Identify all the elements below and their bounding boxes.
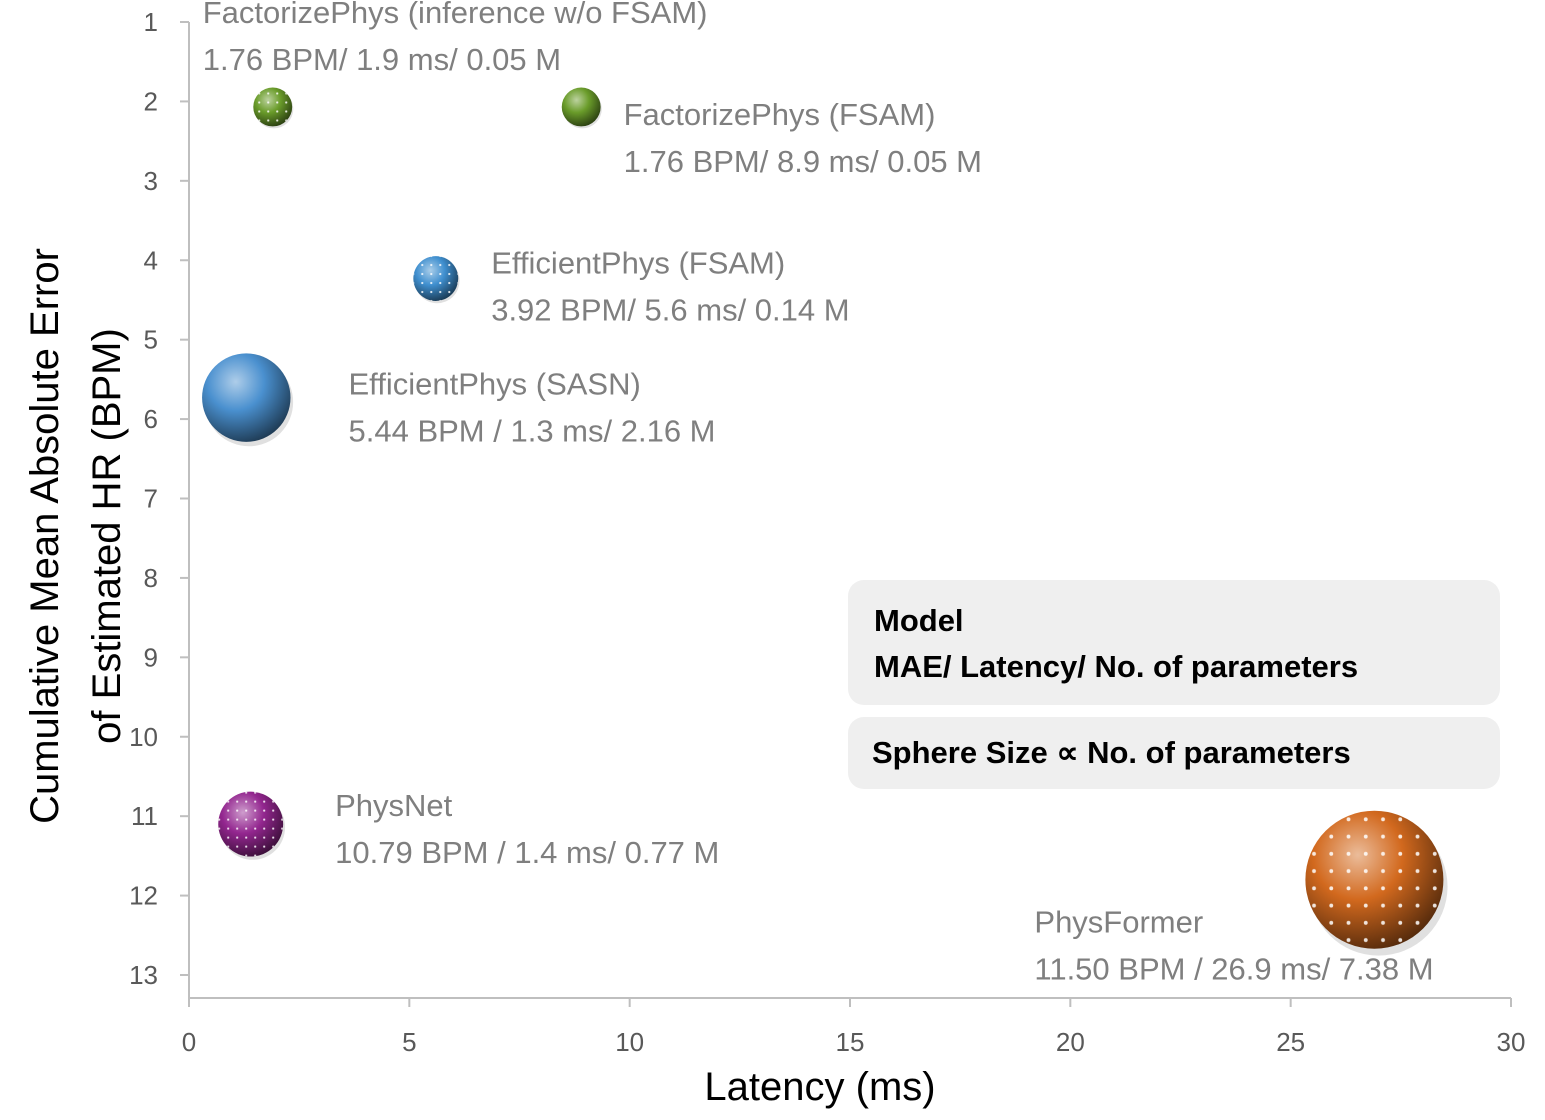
sphere-dots <box>1305 810 1444 949</box>
legend-format-box: Model MAE/ Latency/ No. of parameters <box>848 580 1500 705</box>
point-name-label: EfficientPhys (FSAM) <box>491 246 785 281</box>
point-name-label: EfficientPhys (SASN) <box>349 367 641 402</box>
y-tick-label: 2 <box>144 86 158 116</box>
y-tick-label: 8 <box>144 563 158 593</box>
legend-format-label: MAE/ Latency/ No. of parameters <box>874 649 1359 684</box>
y-tick-label: 13 <box>129 960 158 990</box>
legend-size-box: Sphere Size ∝ No. of parameters <box>848 717 1500 789</box>
point-name-label: PhysNet <box>335 788 453 823</box>
x-axis-title: Latency (ms) <box>704 1065 935 1109</box>
point-stats-label: 10.79 BPM / 1.4 ms/ 0.77 M <box>335 835 719 870</box>
data-point: EfficientPhys (FSAM) 3.92 BPM/ 5.6 ms/ 0.… <box>413 246 850 328</box>
x-tick-label: 0 <box>182 1027 196 1057</box>
y-axis-title-line-2: of Estimated HR (BPM) <box>85 328 129 744</box>
sphere-dots <box>253 87 293 127</box>
x-tick-label: 20 <box>1056 1027 1085 1057</box>
data-point: FactorizePhys (inference w/o FSAM) 1.76 B… <box>203 0 708 129</box>
point-stats-label: 11.50 BPM / 26.9 ms/ 7.38 M <box>1034 952 1433 987</box>
x-tick-label: 5 <box>402 1027 416 1057</box>
x-ticks: 0 5 10 15 20 25 30 <box>182 998 1526 1057</box>
y-axis-title-line-1: Cumulative Mean Absolute Error <box>23 248 67 824</box>
y-tick-label: 6 <box>144 404 158 434</box>
x-tick-label: 15 <box>836 1027 865 1057</box>
x-tick-label: 30 <box>1497 1027 1526 1057</box>
point-stats-label: 3.92 BPM/ 5.6 ms/ 0.14 M <box>491 293 849 328</box>
sphere-dots <box>413 256 459 301</box>
sphere <box>202 353 291 442</box>
y-tick-label: 10 <box>129 722 158 752</box>
point-stats-label: 5.44 BPM / 1.3 ms/ 2.16 M <box>349 414 716 449</box>
y-tick-label: 9 <box>144 642 158 672</box>
y-tick-label: 1 <box>144 7 158 37</box>
data-points: FactorizePhys (inference w/o FSAM) 1.76 B… <box>202 0 1448 987</box>
x-tick-label: 10 <box>615 1027 644 1057</box>
y-tick-label: 12 <box>129 881 158 911</box>
data-point: PhysFormer 11.50 BPM / 26.9 ms/ 7.38 M <box>1034 810 1448 987</box>
data-point: PhysNet 10.79 BPM / 1.4 ms/ 0.77 M <box>218 788 719 870</box>
y-axis-title: Cumulative Mean Absolute Error of Estima… <box>23 248 129 824</box>
x-tick-label: 25 <box>1276 1027 1305 1057</box>
sphere-dots <box>218 791 284 857</box>
data-point: EfficientPhys (SASN) 5.44 BPM / 1.3 ms/ 2… <box>202 353 716 449</box>
legend-size-note: Sphere Size ∝ No. of parameters <box>872 735 1351 770</box>
y-tick-label: 3 <box>144 166 158 196</box>
point-stats-label: 1.76 BPM/ 1.9 ms/ 0.05 M <box>203 42 561 77</box>
data-point: FactorizePhys (FSAM) 1.76 BPM/ 8.9 ms/ 0.… <box>561 87 982 179</box>
y-tick-label: 7 <box>144 484 158 514</box>
point-name-label: FactorizePhys (inference w/o FSAM) <box>203 0 708 30</box>
point-name-label: FactorizePhys (FSAM) <box>624 97 936 132</box>
y-tick-label: 4 <box>144 245 158 275</box>
sphere <box>561 87 601 127</box>
y-tick-label: 5 <box>144 325 158 355</box>
point-name-label: PhysFormer <box>1034 905 1203 940</box>
legend-model-label: Model <box>874 603 964 638</box>
point-stats-label: 1.76 BPM/ 8.9 ms/ 0.05 M <box>624 144 982 179</box>
y-tick-label: 11 <box>131 801 158 831</box>
